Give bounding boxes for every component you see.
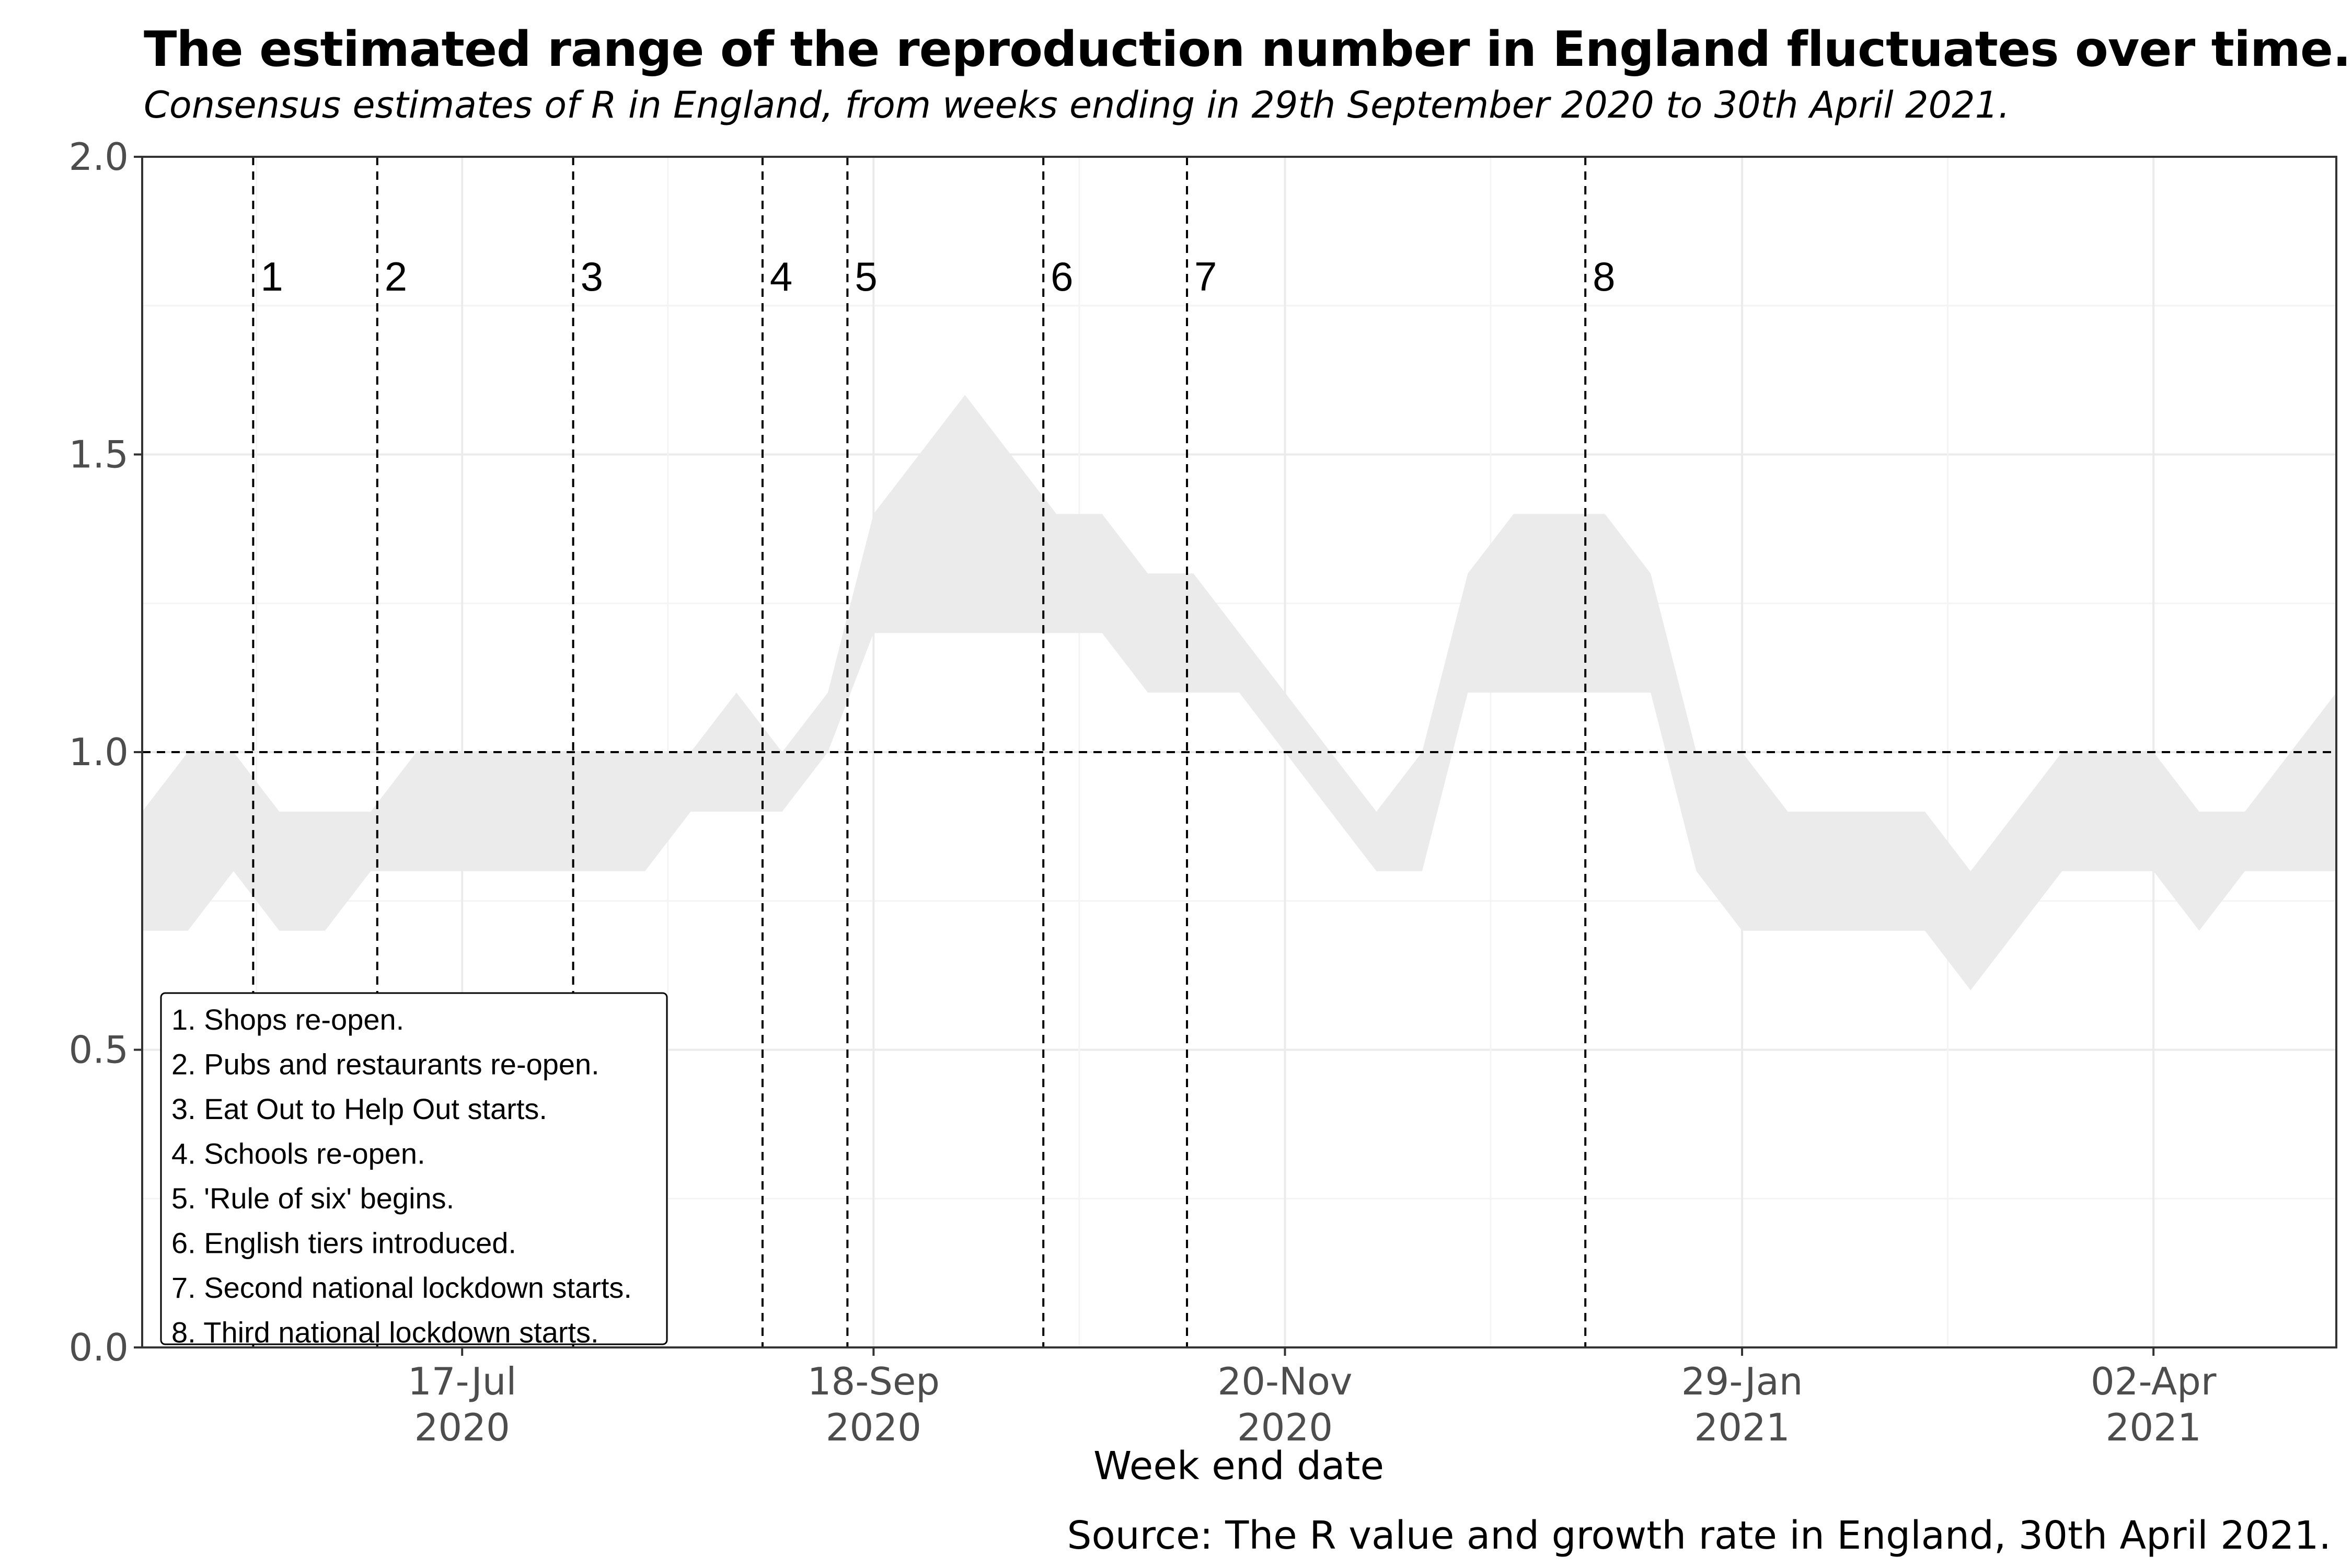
event-label-8: 8 xyxy=(1593,253,1615,299)
legend-entry-8: 8. Third national lockdown starts. xyxy=(171,1316,599,1349)
event-label-5: 5 xyxy=(855,253,877,299)
x-tick-label: 20-Nov xyxy=(1217,1359,1352,1403)
legend-entry-7: 7. Second national lockdown starts. xyxy=(171,1271,632,1304)
axes: 0.00.51.01.52.017-Jul202018-Sep202020-No… xyxy=(68,135,2337,1449)
x-tick-year: 2021 xyxy=(2106,1405,2201,1449)
chart-subtitle: Consensus estimates of R in England, fro… xyxy=(144,84,2010,126)
x-tick-label: 02-Apr xyxy=(2091,1359,2217,1403)
r-range-area xyxy=(142,395,2336,990)
event-label-6: 6 xyxy=(1051,253,1073,299)
legend-entry-5: 5. 'Rule of six' begins. xyxy=(171,1182,454,1215)
event-label-4: 4 xyxy=(770,253,792,299)
event-label-3: 3 xyxy=(581,253,603,299)
x-tick-year: 2020 xyxy=(1237,1405,1333,1449)
x-axis-title: Week end date xyxy=(1093,1444,1384,1489)
x-tick-year: 2020 xyxy=(826,1405,921,1449)
event-label-1: 1 xyxy=(260,253,283,299)
y-tick-label: 0.0 xyxy=(68,1325,129,1369)
r-range-band xyxy=(142,395,2336,990)
event-label-7: 7 xyxy=(1194,253,1217,299)
y-tick-label: 1.0 xyxy=(68,730,129,774)
chart-title: The estimated range of the reproduction … xyxy=(144,21,2351,77)
x-tick-label: 18-Sep xyxy=(808,1359,940,1403)
x-tick-label: 17-Jul xyxy=(408,1359,516,1403)
legend-entry-3: 3. Eat Out to Help Out starts. xyxy=(171,1092,547,1125)
legend-entry-4: 4. Schools re-open. xyxy=(171,1137,425,1170)
x-tick-year: 2021 xyxy=(1694,1405,1790,1449)
x-tick-year: 2020 xyxy=(414,1405,510,1449)
source-note: Source: The R value and growth rate in E… xyxy=(1067,1513,2331,1558)
y-tick-label: 0.5 xyxy=(68,1028,129,1072)
events-legend: 1. Shops re-open. 2. Pubs and restaurants… xyxy=(160,992,668,1349)
event-lines: 1 2 3 4 5 6 7 8 xyxy=(252,157,1616,1347)
legend-entry-6: 6. English tiers introduced. xyxy=(171,1227,516,1260)
y-tick-label: 1.5 xyxy=(68,433,129,477)
event-label-2: 2 xyxy=(385,253,407,299)
legend-entry-2: 2. Pubs and restaurants re-open. xyxy=(171,1048,599,1081)
legend-entry-1: 1. Shops re-open. xyxy=(171,1003,404,1036)
y-tick-label: 2.0 xyxy=(68,135,129,179)
x-tick-label: 29-Jan xyxy=(1681,1359,1803,1403)
legend-box xyxy=(160,992,668,1345)
